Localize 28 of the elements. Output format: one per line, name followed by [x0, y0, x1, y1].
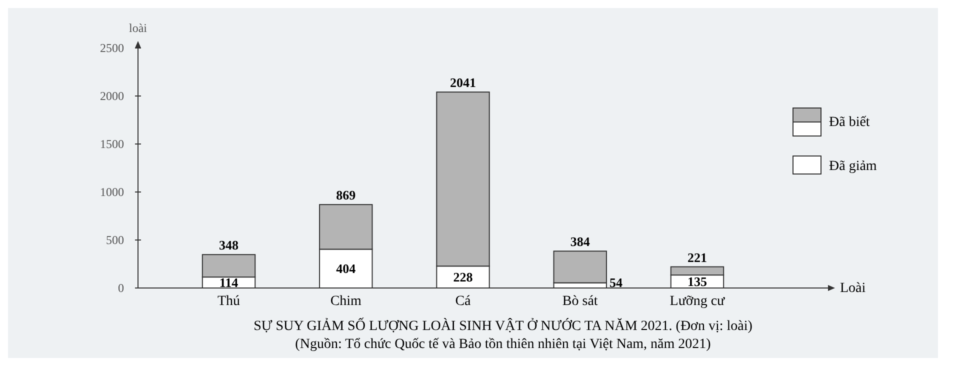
y-tick-label: 0 — [118, 281, 124, 295]
total-label: 869 — [336, 188, 356, 203]
bar — [553, 250, 607, 284]
total-label: 221 — [687, 250, 707, 265]
data-label: 54 — [609, 275, 623, 290]
x-tick-label: Cá — [455, 294, 472, 309]
y-tick-label: 1500 — [100, 137, 124, 151]
y-tick-label: 2000 — [100, 89, 124, 103]
data-label: 228 — [453, 270, 474, 285]
y-tick-label: 2500 — [100, 41, 124, 55]
total-label: 384 — [570, 234, 590, 250]
text: (Nguồn: Tổ chức Quốc tế và Bảo tồn thiên nhiên tại Việt Nam, năm 2021) — [295, 337, 712, 352]
y-tick-label: 500 — [106, 233, 124, 247]
data-label: 114 — [219, 275, 239, 290]
y-axis-title: loài — [129, 21, 148, 35]
x-tick-label: Lưỡng cư — [670, 294, 726, 309]
total-label: 2041 — [450, 75, 476, 90]
text: SỰ SUY GIẢM SỐ LƯỢNG LOÀI SINH VẬT Ở NƯỚC TA NĂM 2021. (Đơn vị: loài) — [254, 317, 753, 334]
data-label: 135 — [687, 274, 708, 290]
x-tick-label: Bò sát — [562, 294, 598, 309]
legend-label: Đã giảm — [829, 159, 877, 174]
x-axis-title: Loài — [840, 281, 866, 296]
total-label: 348 — [219, 238, 240, 253]
x-tick-label: Chim — [330, 294, 362, 309]
y-tick-label: 1000 — [100, 185, 124, 199]
x-tick-label: Thú — [217, 294, 240, 309]
legend-label: Đã biết — [829, 115, 870, 130]
data-label: 404 — [336, 261, 356, 276]
